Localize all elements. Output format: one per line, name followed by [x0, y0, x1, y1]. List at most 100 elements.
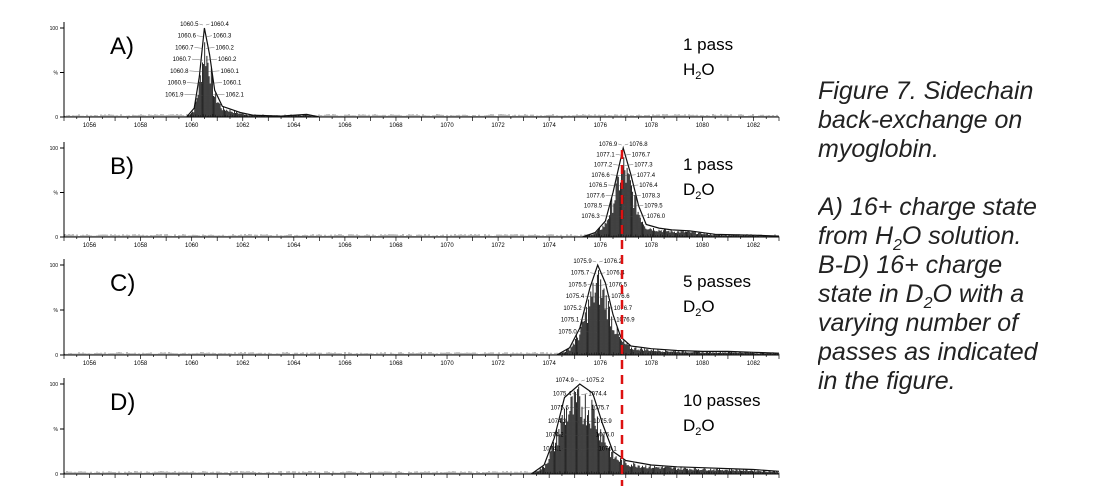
spectrum-envelope: [186, 27, 320, 118]
x-tick-label: 1080: [696, 361, 710, 367]
peak-leader: [205, 70, 220, 73]
peak-label: 1060.7: [175, 45, 194, 51]
peak-label: 1075.7: [591, 405, 610, 411]
x-tick-label: 1060: [185, 243, 199, 249]
peak-label: 1060.1: [223, 81, 242, 87]
x-tick-label: 1078: [645, 243, 659, 249]
peak-leader: [613, 164, 622, 166]
peak-leader: [205, 47, 215, 49]
peak-label: 1060.6: [178, 34, 197, 40]
peak-leader: [199, 23, 204, 26]
spectrum-panel: 100% 0 1056 1058 1060 1062 1064 1066 1068 1070 107…: [50, 142, 780, 249]
peak-leader: [599, 307, 613, 310]
x-tick-label: 1076: [594, 123, 608, 129]
peak-leader: [205, 35, 212, 37]
peak-label: 1076.6: [591, 173, 610, 179]
condition-label: 1 pass: [683, 155, 733, 174]
x-tick-label: 1062: [236, 243, 250, 249]
solvent-label: D2O: [683, 297, 715, 319]
peak-leader: [599, 284, 608, 286]
spectrum-panel: 100% 0 1074.9 1075.2 1075.4 1074.4 1075.6 1075.…: [50, 378, 780, 478]
spectra-figure: 100% 0 1056 1058 1060 1062 1064 1066 1068 1070 107…: [50, 22, 780, 486]
peak-label: 1078.5: [584, 204, 603, 210]
peak-label: 1076.9: [599, 142, 618, 148]
peak-leader: [624, 205, 644, 207]
peak-label: 1060.9: [168, 81, 187, 87]
peak-label: 1076.5: [609, 282, 628, 288]
caption-line: state in D2O with a: [818, 280, 1025, 312]
panel-label: A): [110, 33, 134, 60]
peak-leader: [582, 307, 597, 310]
peak-label: 1076.3: [581, 214, 600, 220]
x-tick-label: 1056: [83, 123, 97, 129]
x-tick-label: 1064: [287, 361, 301, 367]
x-tick-label: 1072: [491, 361, 505, 367]
peak-label: 1076.8: [629, 142, 648, 148]
peak-leader: [624, 154, 631, 156]
peak-label: 1074.1: [543, 446, 562, 452]
peak-label: 1079.5: [644, 204, 663, 210]
peak-label: 1075.4: [566, 294, 585, 300]
condition-label: 10 passes: [683, 391, 761, 410]
caption-line: passes as indicated: [818, 338, 1038, 366]
peak-leader: [572, 393, 579, 395]
x-tick-label: 1074: [542, 123, 556, 129]
spectrum-envelope: [530, 383, 780, 475]
caption-line: back-exchange on: [818, 106, 1023, 134]
peak-label: 1075.6: [550, 405, 569, 411]
x-tick-label: 1080: [696, 123, 710, 129]
peak-label: 1075.4: [553, 392, 572, 398]
caption-line: in the figure.: [818, 367, 956, 395]
x-tick-label: 1060: [185, 123, 199, 129]
x-tick-label: 1082: [747, 123, 761, 129]
x-tick-label: 1070: [440, 243, 454, 249]
solvent-label: D2O: [683, 180, 715, 202]
peak-leader: [577, 331, 597, 333]
peak-leader: [600, 215, 622, 217]
y-tick-label: 100: [50, 263, 59, 269]
peak-label: 1076.2: [604, 259, 623, 265]
peak-leader: [564, 434, 579, 436]
peak-leader: [205, 58, 217, 61]
spectrum-bars: [186, 42, 319, 117]
peak-leader: [624, 184, 639, 187]
spectrum-envelope: [556, 263, 780, 356]
peak-label: 1076.0: [596, 433, 615, 439]
caption-line: myoglobin.: [818, 135, 939, 163]
peak-leader: [581, 448, 598, 450]
peak-leader: [184, 94, 203, 96]
caption-line: from H2O solution.: [818, 222, 1022, 254]
x-tick-label: 1072: [491, 243, 505, 249]
solvent-label: H2O: [683, 60, 715, 82]
x-tick-label: 1076: [594, 243, 608, 249]
peak-leader: [205, 82, 222, 84]
peak-leader: [569, 407, 579, 409]
panel-label: C): [110, 270, 135, 297]
x-tick-label: 1078: [645, 361, 659, 367]
peak-label: 1075.2: [563, 306, 582, 312]
x-tick-label: 1066: [338, 361, 352, 367]
x-tick-label: 1064: [287, 243, 301, 249]
condition-label: 5 passes: [683, 272, 751, 291]
x-tick-label: 1070: [440, 361, 454, 367]
x-tick-label: 1060: [185, 361, 199, 367]
x-tick-label: 1066: [338, 243, 352, 249]
peak-label: 1060.1: [220, 69, 239, 75]
x-tick-label: 1082: [747, 243, 761, 249]
peak-leader: [205, 94, 225, 96]
x-tick-label: 1058: [134, 243, 148, 249]
peak-leader: [624, 143, 629, 146]
x-tick-label: 1056: [83, 243, 97, 249]
peak-label: 1076.9: [616, 318, 635, 324]
x-tick-label: 1068: [389, 361, 403, 367]
peak-leader: [608, 184, 622, 187]
peak-label: 1074.4: [588, 392, 607, 398]
baseline-noise: [64, 114, 778, 117]
peak-label: 1077.3: [634, 163, 653, 169]
spectrum-bars: [582, 157, 780, 237]
peak-leader: [605, 195, 622, 197]
peak-leader: [599, 260, 603, 263]
x-tick-label: 1062: [236, 361, 250, 367]
x-tick-label: 1058: [134, 361, 148, 367]
spectrum-panel: 100% 0 1056 1058 1060 1062 1064 1066 1068 1070 107…: [50, 259, 780, 367]
